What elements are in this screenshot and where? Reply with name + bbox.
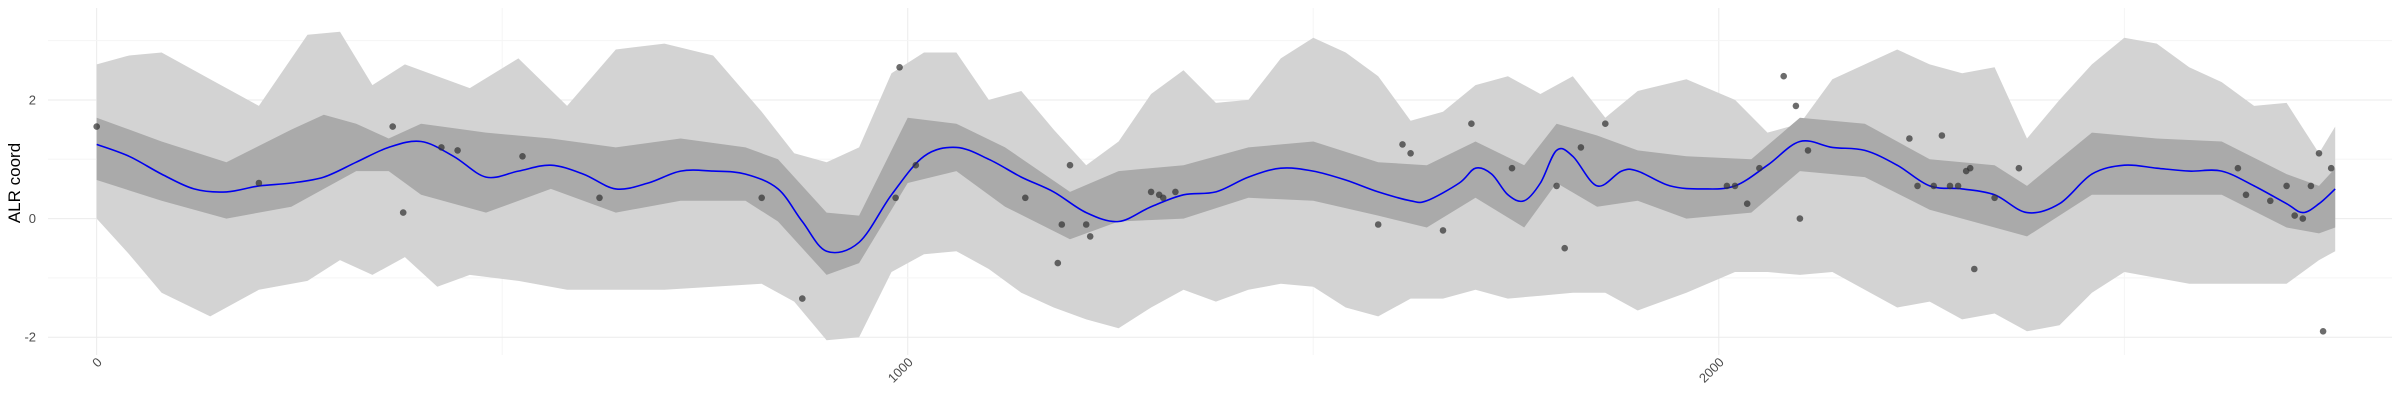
data-point: [1602, 120, 1609, 127]
data-point: [1938, 132, 1946, 139]
data-point: [389, 123, 397, 130]
data-point: [1022, 194, 1029, 202]
data-point: [1966, 164, 1974, 172]
data-point: [912, 161, 920, 169]
data-point: [1804, 147, 1812, 154]
y-tick-label: -2: [24, 330, 36, 345]
data-point: [596, 194, 603, 202]
x-tick-label: 0: [89, 355, 105, 371]
data-point: [93, 123, 100, 130]
data-point: [519, 153, 526, 160]
data-point: [2315, 150, 2323, 157]
data-point: [1066, 161, 1074, 169]
data-point: [2307, 182, 2315, 190]
data-point: [399, 209, 407, 216]
data-point: [1954, 182, 1962, 190]
data-point: [2283, 182, 2290, 190]
data-point: [1756, 164, 1763, 172]
data-point: [438, 144, 445, 151]
y-axis-tick-labels: -2 0 2: [24, 92, 36, 344]
data-point: [1553, 182, 1560, 190]
data-point: [896, 64, 903, 71]
data-point: [1468, 120, 1475, 127]
data-point: [1082, 221, 1090, 228]
data-point: [2242, 191, 2250, 199]
data-point: [2319, 328, 2327, 335]
data-point: [799, 295, 806, 302]
y-tick-label: 0: [29, 211, 36, 226]
data-point: [454, 147, 461, 154]
data-point: [1796, 215, 1804, 222]
data-point: [1159, 194, 1167, 202]
data-point: [2327, 164, 2335, 172]
data-point: [2299, 215, 2307, 222]
data-point: [1147, 188, 1155, 196]
data-point: [1723, 182, 1731, 190]
data-point: [1971, 265, 1978, 273]
data-point: [255, 179, 263, 187]
data-point: [1577, 144, 1585, 151]
data-point: [1399, 141, 1406, 148]
data-point: [1731, 182, 1739, 190]
data-point: [2267, 197, 2274, 205]
data-point: [1058, 221, 1066, 228]
data-point: [1906, 135, 1913, 142]
data-point: [1374, 221, 1382, 228]
data-point: [1946, 182, 1954, 190]
data-point: [1991, 194, 1998, 202]
y-tick-label: 2: [29, 92, 36, 107]
data-point: [1172, 188, 1179, 196]
data-point: [1792, 102, 1800, 110]
data-point: [1930, 182, 1937, 190]
data-point: [1914, 182, 1921, 190]
y-axis-title: ALR coord: [5, 143, 24, 223]
x-tick-label: 2000: [1696, 355, 1727, 386]
data-point: [1743, 200, 1751, 207]
x-axis-tick-labels: 0 1000 2000: [89, 355, 1727, 386]
x-tick-label: 1000: [885, 355, 916, 386]
observed-points: [93, 64, 2335, 335]
data-point: [1439, 227, 1447, 234]
data-point: [1780, 72, 1787, 80]
data-point: [1407, 150, 1414, 157]
data-point: [1508, 164, 1516, 172]
data-point: [758, 194, 765, 202]
data-point: [892, 194, 899, 202]
data-point: [2015, 164, 2023, 172]
data-point: [2291, 212, 2298, 219]
data-point: [2234, 164, 2242, 172]
inner-credible-band: [96, 114, 2336, 275]
data-point: [1561, 244, 1568, 252]
posterior-mean-line: [96, 140, 2336, 254]
data-point: [1054, 259, 1062, 267]
data-point: [1086, 233, 1094, 240]
